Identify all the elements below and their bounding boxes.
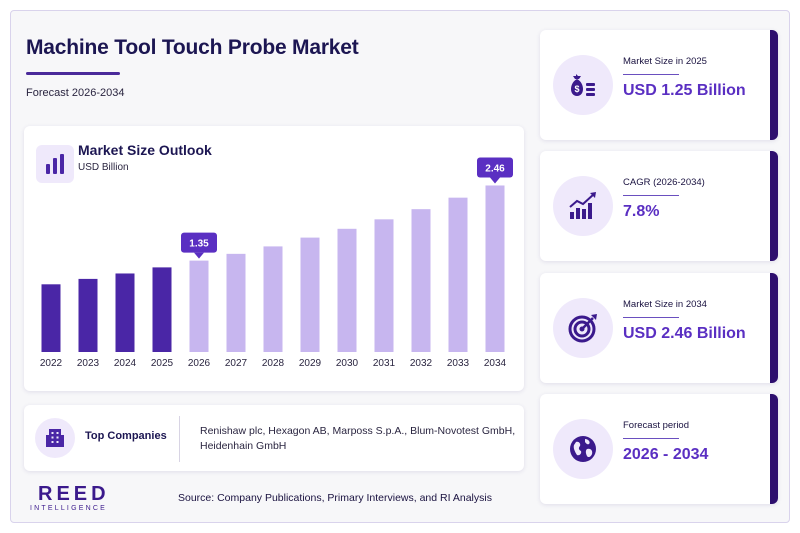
bar-chart-icon bbox=[36, 145, 74, 183]
bar-2032 bbox=[411, 209, 431, 352]
x-tick-label: 2030 bbox=[336, 358, 359, 369]
title-underline bbox=[26, 72, 120, 75]
x-tick-label: 2032 bbox=[410, 358, 433, 369]
card-edge bbox=[770, 151, 778, 261]
stat-value: USD 2.46 Billion bbox=[623, 325, 746, 342]
x-tick-label: 2033 bbox=[447, 358, 470, 369]
x-tick-label: 2024 bbox=[114, 358, 137, 369]
x-tick-label: 2026 bbox=[188, 358, 211, 369]
stat-card-forecast-period: Forecast period 2026 - 2034 bbox=[540, 394, 778, 504]
bar-2034 bbox=[485, 185, 505, 352]
x-tick-label: 2023 bbox=[77, 358, 100, 369]
bar-2024 bbox=[115, 273, 135, 352]
bar-2029 bbox=[300, 237, 320, 352]
x-tick-label: 2028 bbox=[262, 358, 285, 369]
growth-chart-icon bbox=[553, 176, 613, 236]
bar-2031 bbox=[374, 219, 394, 352]
chart-unit: USD Billion bbox=[78, 162, 129, 173]
money-bag-icon: $ bbox=[553, 55, 613, 115]
chart-card: Market Size Outlook USD Billion 2022 2023… bbox=[24, 126, 524, 391]
top-companies-list: Renishaw plc, Hexagon AB, Marposs S.p.A.… bbox=[200, 425, 516, 452]
stat-card-market-2034: Market Size in 2034 USD 2.46 Billion bbox=[540, 273, 778, 383]
bar-2025 bbox=[152, 267, 172, 352]
bar-2028 bbox=[263, 246, 283, 352]
brand-logo: REED bbox=[38, 483, 110, 505]
card-edge bbox=[770, 30, 778, 140]
x-tick-label: 2034 bbox=[484, 358, 507, 369]
bar-2027 bbox=[226, 253, 246, 352]
globe-icon bbox=[553, 419, 613, 479]
stat-value: USD 1.25 Billion bbox=[623, 82, 746, 99]
target-icon bbox=[553, 298, 613, 358]
stat-underline bbox=[623, 195, 679, 196]
x-tick-label: 2022 bbox=[40, 358, 63, 369]
bar-2023 bbox=[78, 278, 98, 352]
bar-2026 bbox=[189, 260, 209, 352]
bar-chart: 2022 2023 2024 2025 2026 2027 2028 2029 2030 2031… bbox=[40, 157, 513, 369]
callout-2034: 2.46 bbox=[477, 157, 513, 184]
svg-text:$: $ bbox=[574, 84, 579, 94]
stat-underline bbox=[623, 74, 679, 75]
bar-2030 bbox=[337, 228, 357, 352]
building-icon bbox=[35, 418, 75, 458]
stat-label: Market Size in 2034 bbox=[623, 299, 707, 310]
callout-label: 1.35 bbox=[189, 239, 209, 250]
stat-label: CAGR (2026-2034) bbox=[623, 177, 705, 188]
stat-card-cagr: CAGR (2026-2034) 7.8% bbox=[540, 151, 778, 261]
stat-value: 2026 - 2034 bbox=[623, 446, 709, 463]
x-tick-label: 2025 bbox=[151, 358, 174, 369]
stat-underline bbox=[623, 317, 679, 318]
chart-title: Market Size Outlook bbox=[78, 142, 212, 158]
page-subtitle: Forecast 2026-2034 bbox=[26, 87, 125, 99]
stat-label: Forecast period bbox=[623, 420, 690, 431]
callout-2026: 1.35 bbox=[181, 232, 217, 259]
top-companies-card: Top Companies Renishaw plc, Hexagon AB, … bbox=[24, 405, 524, 471]
page-title: Machine Tool Touch Probe Market bbox=[26, 36, 359, 59]
divider bbox=[179, 416, 180, 462]
stat-label: Market Size in 2025 bbox=[623, 56, 707, 67]
stat-underline bbox=[623, 438, 679, 439]
source-note: Source: Company Publications, Primary In… bbox=[178, 492, 492, 504]
x-tick-label: 2027 bbox=[225, 358, 248, 369]
x-tick-label: 2031 bbox=[373, 358, 396, 369]
x-tick-label: 2029 bbox=[299, 358, 322, 369]
stat-value: 7.8% bbox=[623, 203, 660, 220]
bar-2033 bbox=[448, 197, 468, 352]
card-edge bbox=[770, 273, 778, 383]
top-companies-label: Top Companies bbox=[85, 430, 167, 442]
card-edge bbox=[770, 394, 778, 504]
stat-card-market-2025: $ Market Size in 2025 USD 1.25 Billion bbox=[540, 30, 778, 140]
bar-2022 bbox=[41, 284, 61, 352]
callout-label: 2.46 bbox=[485, 163, 505, 174]
brand-logo-subtext: INTELLIGENCE bbox=[30, 505, 107, 512]
